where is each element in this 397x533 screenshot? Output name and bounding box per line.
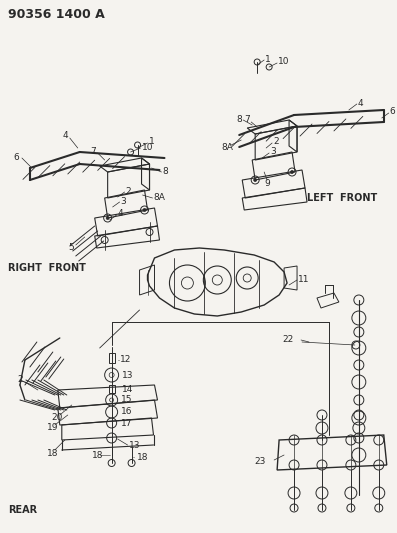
Text: 13: 13 bbox=[121, 370, 133, 379]
Text: 3: 3 bbox=[270, 148, 276, 157]
Text: 14: 14 bbox=[121, 384, 133, 393]
Text: 22: 22 bbox=[283, 335, 294, 344]
Text: 8A: 8A bbox=[154, 192, 166, 201]
Text: 1: 1 bbox=[265, 54, 271, 63]
Text: 8: 8 bbox=[162, 166, 168, 175]
Text: 6: 6 bbox=[13, 152, 19, 161]
Text: 3: 3 bbox=[121, 197, 126, 206]
Text: 7: 7 bbox=[91, 147, 96, 156]
Text: 16: 16 bbox=[121, 408, 132, 416]
Text: REAR: REAR bbox=[8, 505, 37, 515]
Text: 6: 6 bbox=[390, 108, 395, 117]
Text: 13: 13 bbox=[129, 440, 140, 449]
Text: RIGHT  FRONT: RIGHT FRONT bbox=[8, 263, 86, 273]
Text: 1: 1 bbox=[148, 138, 154, 147]
Text: 2: 2 bbox=[17, 375, 23, 384]
Text: LEFT  FRONT: LEFT FRONT bbox=[307, 193, 377, 203]
Text: 4: 4 bbox=[63, 131, 68, 140]
Text: 17: 17 bbox=[121, 418, 132, 427]
Circle shape bbox=[291, 171, 293, 174]
Circle shape bbox=[106, 216, 109, 220]
Text: 18: 18 bbox=[137, 453, 148, 462]
Bar bbox=[109, 385, 115, 393]
Text: 10: 10 bbox=[142, 142, 153, 151]
Circle shape bbox=[143, 208, 146, 212]
Text: 10: 10 bbox=[278, 58, 289, 67]
Text: 7: 7 bbox=[244, 116, 250, 125]
Bar bbox=[109, 353, 115, 363]
Text: 18: 18 bbox=[92, 450, 103, 459]
Text: 9: 9 bbox=[264, 180, 270, 189]
Text: 2: 2 bbox=[273, 138, 279, 147]
Text: 20: 20 bbox=[52, 414, 63, 423]
Text: 18: 18 bbox=[47, 448, 58, 457]
Circle shape bbox=[254, 179, 257, 182]
Text: 8A: 8A bbox=[221, 142, 233, 151]
Text: 23: 23 bbox=[255, 457, 266, 466]
Text: 12: 12 bbox=[119, 356, 131, 365]
Text: 90356 1400 A: 90356 1400 A bbox=[8, 7, 105, 20]
Text: 11: 11 bbox=[298, 274, 310, 284]
Text: 5: 5 bbox=[68, 243, 73, 252]
Text: 15: 15 bbox=[121, 395, 132, 405]
Text: 4: 4 bbox=[358, 99, 364, 108]
Text: 8: 8 bbox=[236, 115, 242, 124]
Text: 2: 2 bbox=[125, 187, 131, 196]
Text: 4: 4 bbox=[118, 209, 123, 219]
Text: 19: 19 bbox=[47, 424, 58, 432]
